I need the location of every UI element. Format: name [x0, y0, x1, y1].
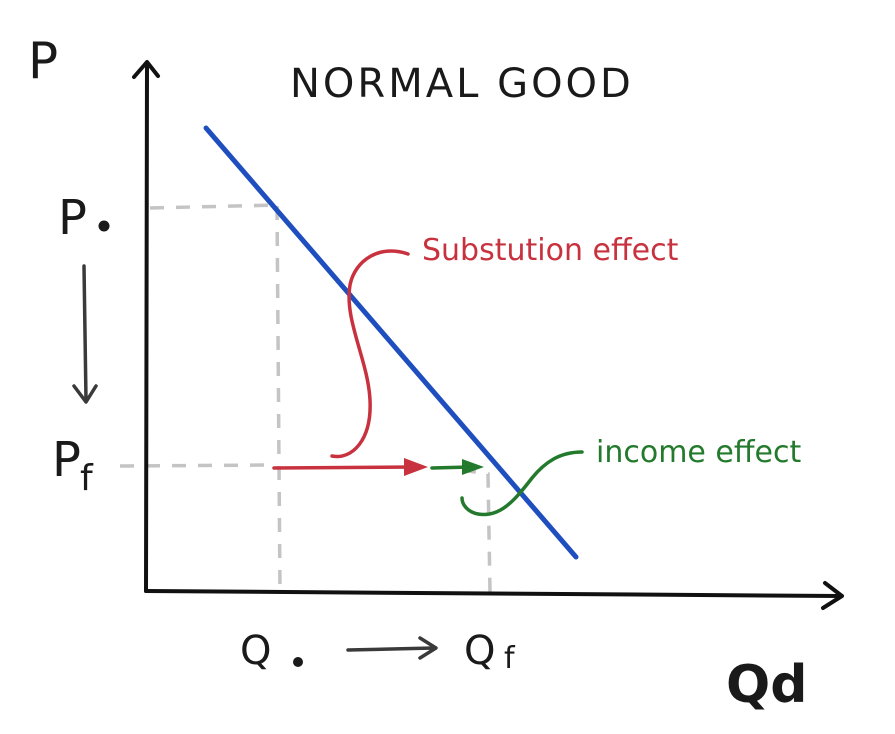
- qf-guide: [461, 468, 492, 593]
- y-axis-label: P: [28, 32, 58, 90]
- y-axis: [144, 62, 149, 593]
- price-initial-label: P: [58, 190, 87, 246]
- x-axis: [144, 589, 842, 598]
- demand-curve: [203, 125, 579, 560]
- price-final-label: P: [52, 432, 81, 488]
- price-initial-subscript-dot: [98, 220, 110, 232]
- substitution-bracket: [330, 249, 410, 459]
- quantity-initial-label: Q: [240, 628, 271, 674]
- price-final-subscript: f: [80, 458, 94, 499]
- x-axis-arrowhead: [821, 581, 844, 610]
- quantity-final-label: Q: [464, 628, 495, 674]
- income-effect: income effect: [430, 435, 801, 517]
- q0-guide: [275, 205, 282, 593]
- x-axis-label: Qd: [726, 655, 807, 715]
- quantity-shift-arrow: [346, 636, 438, 660]
- substitution-label: Substution effect: [422, 233, 679, 268]
- income-arrowhead: [462, 459, 484, 475]
- y-axis-arrowhead: [132, 60, 160, 79]
- substitution-arrow: [272, 465, 418, 470]
- substitution-effect: Substution effect: [272, 233, 679, 476]
- axes: [132, 60, 844, 610]
- price-drop-arrow: [72, 264, 98, 404]
- pf-guide: [119, 463, 273, 468]
- income-label: income effect: [596, 435, 801, 470]
- substitution-arrowhead: [404, 458, 428, 476]
- income-bracket: [460, 450, 584, 517]
- quantity-initial-subscript-dot: [293, 657, 303, 667]
- diagram-title: NORMAL GOOD: [290, 61, 634, 107]
- p0-guide: [149, 203, 279, 210]
- quantity-final-subscript: f: [504, 641, 516, 676]
